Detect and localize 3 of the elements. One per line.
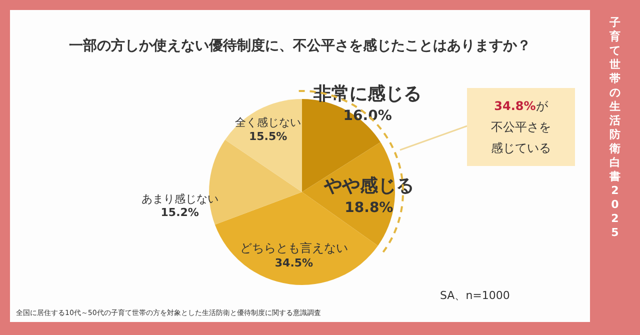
chart-title: 一部の方しか使えない優待制度に、不公平さを感じたことはありますか？ bbox=[69, 37, 531, 54]
text: SA、n=1000 bbox=[440, 289, 510, 302]
text: 子育て世帯の生活防衛白書2025 bbox=[610, 16, 620, 239]
